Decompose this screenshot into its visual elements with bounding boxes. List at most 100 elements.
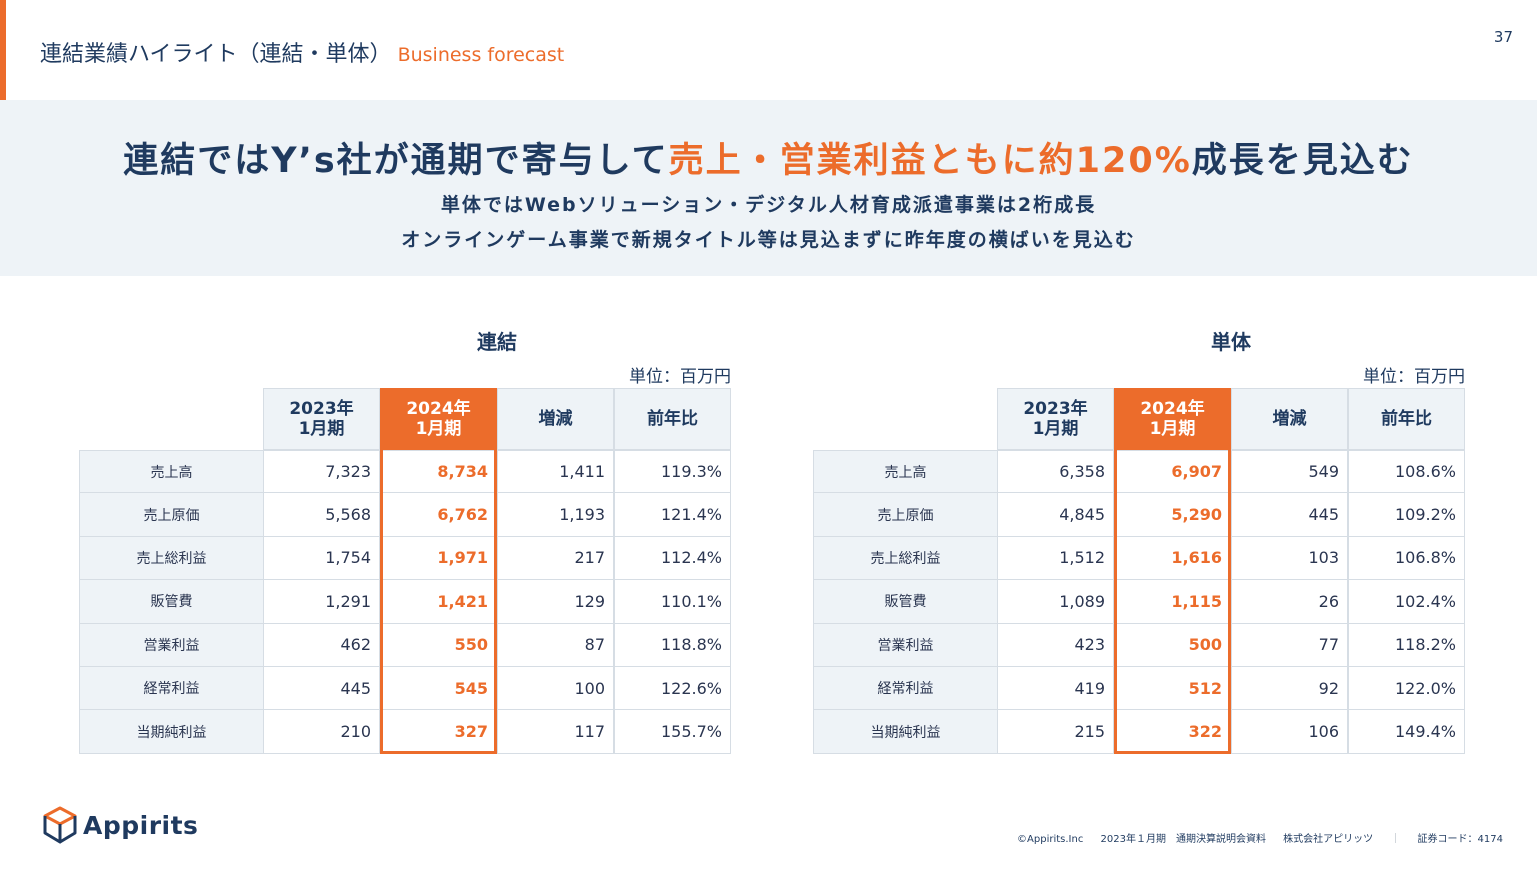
cell-yoy: 110.1% <box>614 580 731 624</box>
cell-cur: 545 <box>380 666 497 711</box>
table-row: 経常利益 419 512 92 122.0% <box>813 666 1465 711</box>
cell-prev: 7,323 <box>263 450 380 494</box>
cell-yoy: 155.7% <box>614 710 731 754</box>
table-row: 売上高 6,358 6,907 549 108.6% <box>813 450 1465 494</box>
header-prev-year: 2023年 <box>1023 398 1088 419</box>
header-change: 増減 <box>1231 388 1348 450</box>
table-row: 売上高 7,323 8,734 1,411 119.3% <box>79 450 731 494</box>
table-row: 売上原価 5,568 6,762 1,193 121.4% <box>79 493 731 537</box>
cell-cur: 1,616 <box>1114 536 1231 581</box>
cell-cur: 322 <box>1114 710 1231 754</box>
row-label: 当期純利益 <box>79 710 263 754</box>
table-row: 販管費 1,089 1,115 26 102.4% <box>813 580 1465 624</box>
cell-yoy: 119.3% <box>614 450 731 494</box>
cell-prev: 6,358 <box>997 450 1114 494</box>
cell-prev: 423 <box>997 623 1114 667</box>
row-label: 販管費 <box>813 580 997 624</box>
header-prev-month: 1月期 <box>298 419 345 439</box>
header-yoy: 前年比 <box>1348 388 1465 450</box>
header-yoy: 前年比 <box>614 388 731 450</box>
cell-change: 26 <box>1231 580 1348 624</box>
table-row: 営業利益 462 550 87 118.8% <box>79 623 731 667</box>
footer-doc: 2023年１月期 通期決算説明会資料 <box>1100 834 1266 845</box>
cell-change: 445 <box>1231 493 1348 537</box>
cell-yoy: 122.0% <box>1348 666 1465 711</box>
standalone-unit: 単位：百万円 <box>1363 367 1465 387</box>
footer-company: 株式会社アピリッツ <box>1283 834 1374 845</box>
cell-cur: 6,762 <box>380 493 497 537</box>
cube-logo-icon <box>43 806 77 844</box>
header-cur-year: 2024年 <box>406 398 471 419</box>
header-prev-month: 1月期 <box>1032 419 1079 439</box>
cell-change: 87 <box>497 623 614 667</box>
page-title-en: Business forecast <box>397 44 565 66</box>
consolidated-title: 連結 <box>477 330 517 354</box>
header-cur-period: 2024年 1月期 <box>380 388 497 450</box>
footer-separator: ｜ <box>1390 834 1401 845</box>
cell-cur: 550 <box>380 623 497 667</box>
cell-yoy: 118.8% <box>614 623 731 667</box>
cell-cur: 1,115 <box>1114 580 1231 624</box>
table-row: 売上総利益 1,754 1,971 217 112.4% <box>79 536 731 581</box>
cell-prev: 210 <box>263 710 380 754</box>
cell-cur: 5,290 <box>1114 493 1231 537</box>
header-cur-month: 1月期 <box>1149 419 1196 439</box>
cell-change: 1,411 <box>497 450 614 494</box>
cell-change: 77 <box>1231 623 1348 667</box>
consolidated-unit: 単位：百万円 <box>629 367 731 387</box>
logo-text: Appirits <box>83 810 199 840</box>
cell-cur: 327 <box>380 710 497 754</box>
cell-change: 92 <box>1231 666 1348 711</box>
footer-code: 証券コード：4174 <box>1417 834 1503 845</box>
footer-copyright: ©Appirits.Inc <box>1017 834 1084 845</box>
cell-cur: 8,734 <box>380 450 497 494</box>
row-label: 売上総利益 <box>79 536 263 581</box>
cell-cur: 1,421 <box>380 580 497 624</box>
cell-cur: 512 <box>1114 666 1231 711</box>
cell-change: 103 <box>1231 536 1348 581</box>
row-label: 売上高 <box>813 450 997 494</box>
headline-post: 成長を見込む <box>1191 141 1414 181</box>
summary-banner: 連結ではY’s社が通期で寄与して売上・営業利益ともに約120%成長を見込む 単体… <box>0 100 1537 276</box>
cell-yoy: 112.4% <box>614 536 731 581</box>
cell-yoy: 108.6% <box>1348 450 1465 494</box>
headline: 連結ではY’s社が通期で寄与して売上・営業利益ともに約120%成長を見込む <box>0 132 1537 183</box>
cell-yoy: 109.2% <box>1348 493 1465 537</box>
page-number: 37 <box>1493 28 1513 46</box>
cell-change: 100 <box>497 666 614 711</box>
header-change: 増減 <box>497 388 614 450</box>
cell-cur: 1,971 <box>380 536 497 581</box>
header-cur-period: 2024年 1月期 <box>1114 388 1231 450</box>
header-cur-month: 1月期 <box>415 419 462 439</box>
title-accent-bar <box>0 0 6 100</box>
cell-prev: 4,845 <box>997 493 1114 537</box>
row-label: 営業利益 <box>79 623 263 667</box>
row-label: 売上総利益 <box>813 536 997 581</box>
cell-prev: 462 <box>263 623 380 667</box>
row-label: 売上高 <box>79 450 263 494</box>
header-prev-period: 2023年 1月期 <box>263 388 380 450</box>
cell-prev: 1,291 <box>263 580 380 624</box>
headline-pre: 連結ではY’s社が通期で寄与して <box>123 141 669 181</box>
row-label: 営業利益 <box>813 623 997 667</box>
cell-yoy: 106.8% <box>1348 536 1465 581</box>
table-row: 営業利益 423 500 77 118.2% <box>813 623 1465 667</box>
row-label: 経常利益 <box>79 666 263 711</box>
standalone-title: 単体 <box>1211 330 1251 354</box>
cell-prev: 215 <box>997 710 1114 754</box>
table-row: 販管費 1,291 1,421 129 110.1% <box>79 580 731 624</box>
headline-highlight: 売上・営業利益ともに約120% <box>668 141 1192 181</box>
footer: ©Appirits.Inc 2023年１月期 通期決算説明会資料 株式会社アピリ… <box>1003 830 1503 845</box>
cell-change: 117 <box>497 710 614 754</box>
cell-change: 106 <box>1231 710 1348 754</box>
row-label: 経常利益 <box>813 666 997 711</box>
cell-cur: 500 <box>1114 623 1231 667</box>
standalone-rows: 売上高 6,358 6,907 549 108.6% 売上原価 4,845 5,290 445… <box>813 450 1465 754</box>
table-row: 当期純利益 210 327 117 155.7% <box>79 710 731 754</box>
header-prev-period: 2023年 1月期 <box>997 388 1114 450</box>
row-label: 売上原価 <box>79 493 263 537</box>
cell-prev: 1,089 <box>997 580 1114 624</box>
cell-yoy: 102.4% <box>1348 580 1465 624</box>
page-title-ja: 連結業績ハイライト（連結・単体） <box>40 42 392 67</box>
cell-prev: 445 <box>263 666 380 711</box>
